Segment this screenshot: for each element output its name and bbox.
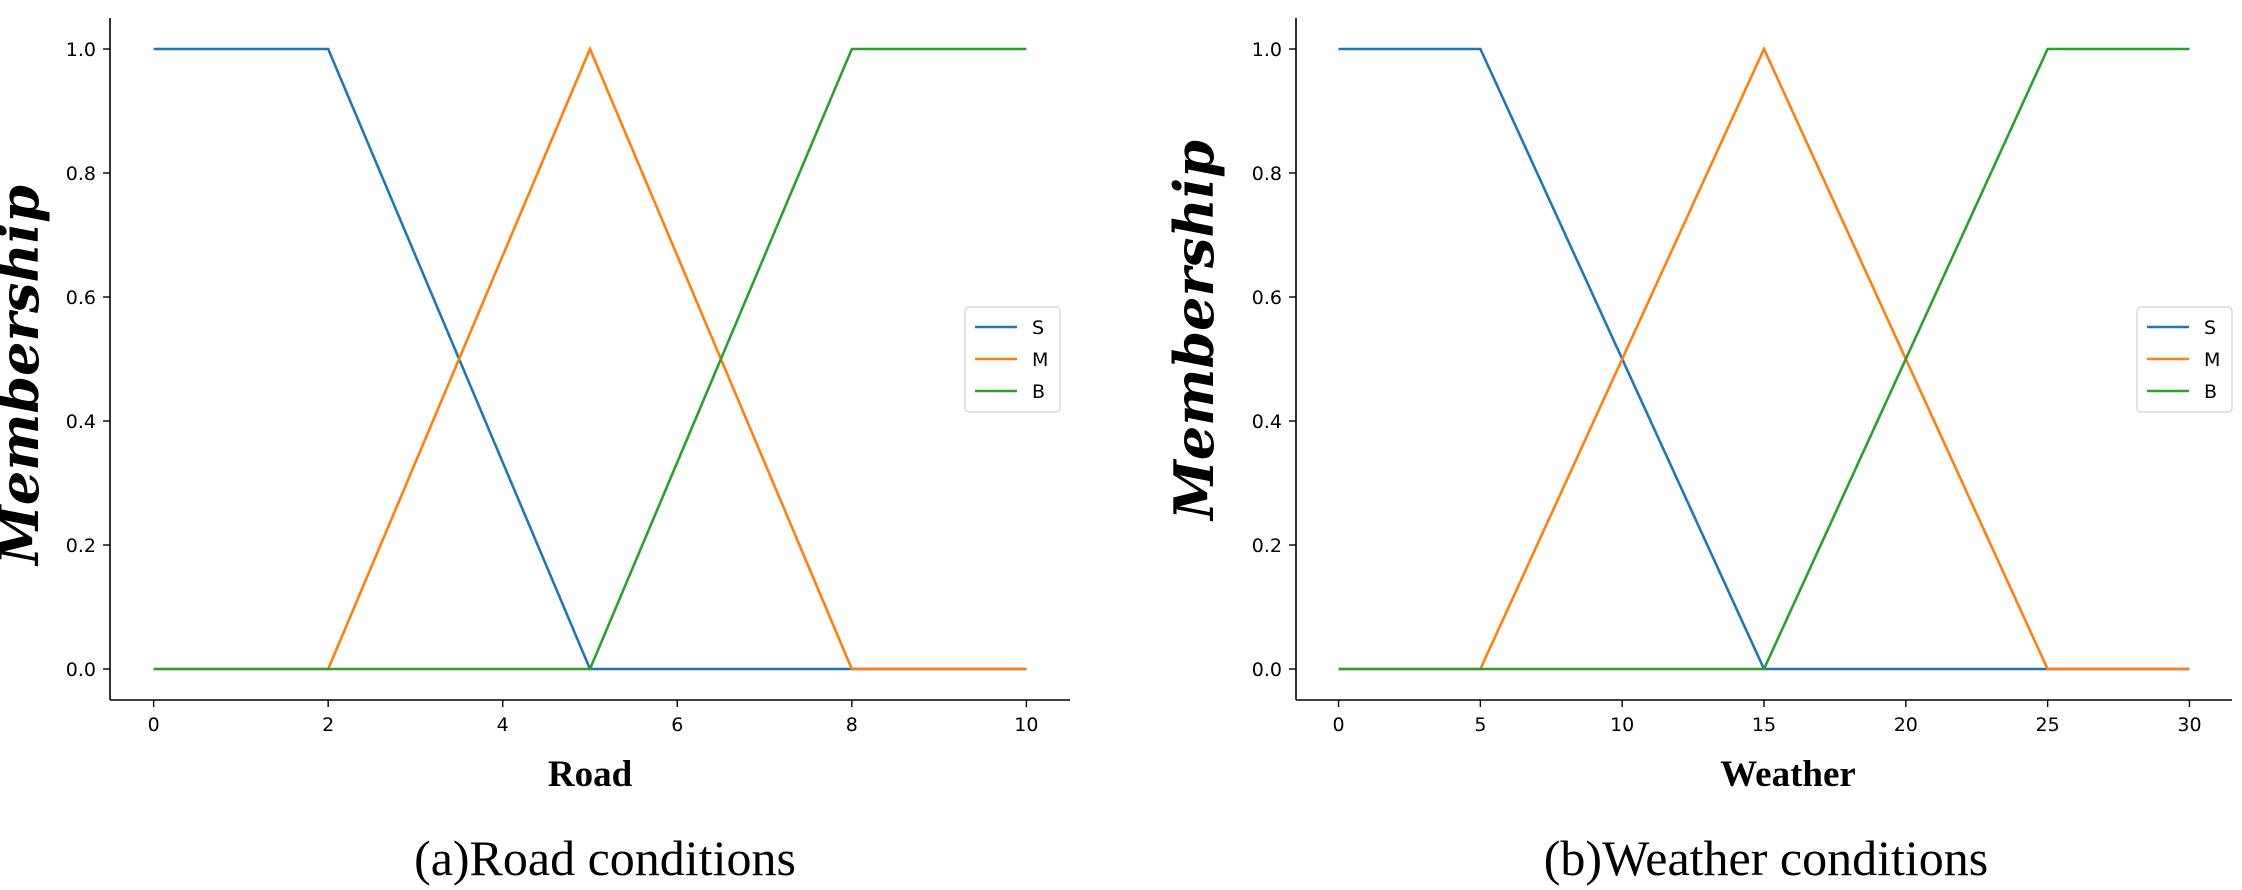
x-tick-label: 5 bbox=[1474, 714, 1486, 736]
y-tick-label: 0.8 bbox=[66, 163, 96, 185]
y-tick-label: 0.2 bbox=[66, 535, 96, 557]
series-line-M bbox=[153, 45, 1027, 671]
y-tick-label: 1.0 bbox=[66, 39, 96, 61]
y-tick-label: 0.8 bbox=[1252, 163, 1282, 185]
x-tick-label: 15 bbox=[1752, 714, 1776, 736]
y-axis-label: Membership bbox=[1162, 140, 1226, 522]
y-tick-label: 0.6 bbox=[66, 287, 96, 309]
legend-label-S: S bbox=[1032, 317, 1044, 339]
x-tick-label: 10 bbox=[1014, 714, 1038, 736]
panel-weather: Membership Weather (b)Weather conditions… bbox=[1162, 18, 2233, 886]
y-tick-label: 1.0 bbox=[1252, 39, 1282, 61]
series-line-S bbox=[153, 47, 1027, 671]
y-tick-label: 0.4 bbox=[1252, 411, 1282, 433]
x-tick-label: 0 bbox=[1332, 714, 1344, 736]
series-line-B bbox=[1338, 47, 2190, 671]
legend: SMB bbox=[964, 306, 1061, 413]
series-line-B bbox=[153, 47, 1027, 671]
x-tick-label: 25 bbox=[2036, 714, 2060, 736]
y-tick-label: 0.6 bbox=[1252, 287, 1282, 309]
legend: SMB bbox=[2136, 306, 2233, 413]
series-line-S bbox=[1338, 47, 2190, 671]
x-tick-label: 4 bbox=[497, 714, 509, 736]
x-tick-label: 6 bbox=[671, 714, 683, 736]
x-axis-label: Weather bbox=[1720, 754, 1856, 795]
x-tick-label: 8 bbox=[846, 714, 858, 736]
series-line-M bbox=[1338, 45, 2190, 671]
y-tick-label: 0.2 bbox=[1252, 535, 1282, 557]
panel-road: Membership Road (a)Road conditions 0.0 0.… bbox=[0, 18, 1070, 886]
y-tick-label: 0.0 bbox=[1252, 659, 1282, 681]
panel-caption: (a)Road conditions bbox=[414, 830, 796, 886]
x-axis-label: Road bbox=[548, 754, 633, 795]
y-tick-label: 0.4 bbox=[66, 411, 96, 433]
x-tick-label: 0 bbox=[148, 714, 160, 736]
panel-caption: (b)Weather conditions bbox=[1544, 830, 1988, 886]
y-axis-label: Membership bbox=[0, 185, 51, 567]
x-tick-label: 10 bbox=[1610, 714, 1634, 736]
legend-label-M: M bbox=[2204, 349, 2220, 371]
legend-label-M: M bbox=[1032, 349, 1048, 371]
x-tick-label: 20 bbox=[1894, 714, 1918, 736]
x-tick-label: 2 bbox=[322, 714, 334, 736]
legend-label-B: B bbox=[2204, 381, 2217, 403]
y-tick-label: 0.0 bbox=[66, 659, 96, 681]
legend-label-S: S bbox=[2204, 317, 2216, 339]
legend-label-B: B bbox=[1032, 381, 1045, 403]
x-tick-label: 30 bbox=[2177, 714, 2201, 736]
